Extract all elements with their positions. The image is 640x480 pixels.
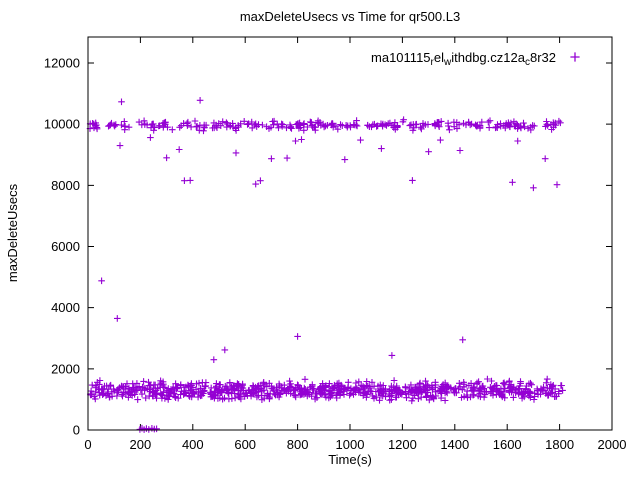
legend-label-subscript: r [431, 57, 435, 68]
legend-label-segment: ma101115 [371, 50, 431, 65]
legend-label-segment: el [434, 50, 444, 65]
x-tick-label: 0 [84, 437, 91, 452]
x-tick-label: 800 [287, 437, 309, 452]
x-tick-label: 1000 [336, 437, 365, 452]
chart-title: maxDeleteUsecs vs Time for qr500.L3 [240, 9, 460, 24]
y-tick-label: 2000 [51, 361, 80, 376]
legend: ma101115relwithdbg.cz12ac8r32 [371, 50, 580, 68]
x-tick-label: 1800 [545, 437, 574, 452]
y-tick-label: 6000 [51, 239, 80, 254]
y-tick-label: 4000 [51, 300, 80, 315]
tick-marks [87, 37, 613, 431]
x-tick-label: 600 [234, 437, 256, 452]
legend-label: ma101115relwithdbg.cz12ac8r32 [371, 50, 556, 68]
x-tick-label: 1200 [388, 437, 417, 452]
y-tick-label: 12000 [44, 55, 80, 70]
y-tick-label: 8000 [51, 178, 80, 193]
axis-ticks: 0 200 400 600 800 1000 1200 1400 1600 1800 2000 0 20… [44, 37, 627, 452]
legend-label-subscript: w [443, 57, 452, 68]
scatter-points [86, 97, 566, 433]
legend-label-segment: ithdbg.cz12a [451, 50, 525, 65]
x-tick-label: 2000 [598, 437, 627, 452]
y-axis-label: maxDeleteUsecs [5, 183, 20, 282]
y-tick-label: 0 [73, 423, 80, 438]
x-tick-label: 1400 [440, 437, 469, 452]
x-tick-label: 1600 [493, 437, 522, 452]
y-tick-label: 10000 [44, 117, 80, 132]
legend-marker-plus-icon [570, 52, 580, 62]
x-axis-label: Time(s) [328, 452, 372, 467]
plot-border [87, 36, 613, 431]
series-points-path [86, 97, 566, 433]
legend-label-segment: 8r32 [530, 50, 556, 65]
x-tick-label: 200 [130, 437, 152, 452]
x-tick-label: 400 [182, 437, 204, 452]
legend-label-subscript: c [525, 57, 530, 68]
